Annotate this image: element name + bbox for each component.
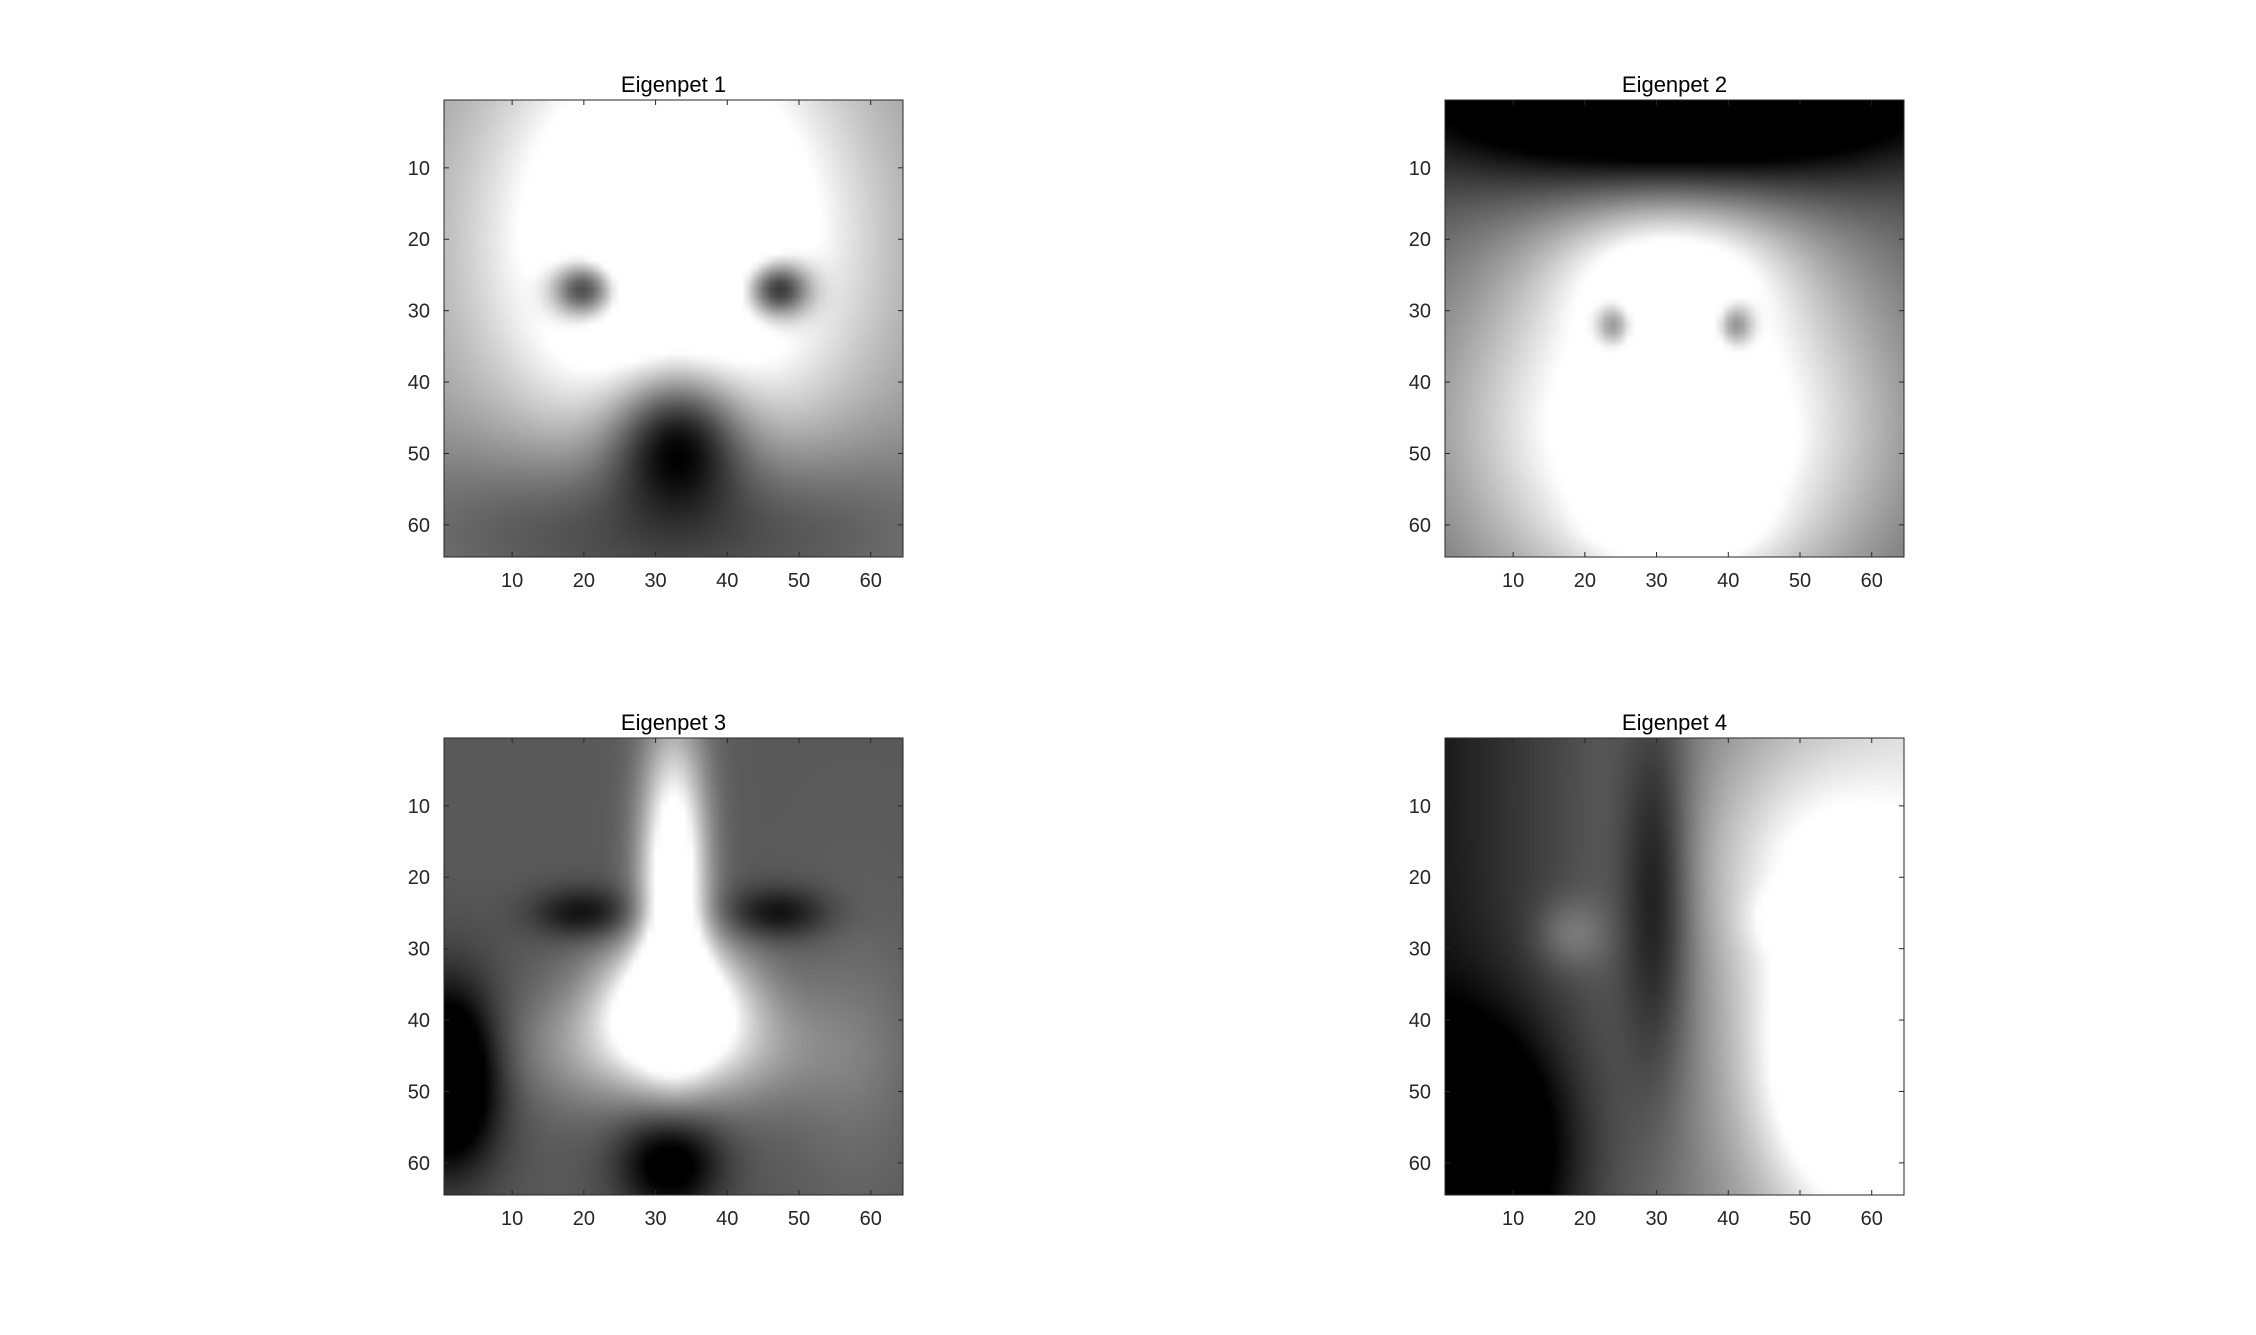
x-tick-label: 30	[1645, 1208, 1667, 1230]
x-tick-label: 30	[1645, 570, 1667, 592]
x-tick-label: 20	[1574, 570, 1596, 592]
y-tick-label: 40	[1409, 372, 1431, 394]
x-tick-label: 50	[788, 570, 810, 592]
y-tick-label: 50	[1409, 443, 1431, 465]
y-tick-label: 20	[408, 867, 430, 889]
x-tick-label: 10	[1502, 570, 1524, 592]
subplot-4: Eigenpet 4 10 20 30 40 50 60 10 20 30 40 50 60	[1409, 710, 1904, 1230]
y-tick-label: 20	[1409, 867, 1431, 889]
y-tick-label: 50	[408, 1081, 430, 1103]
x-tick-label: 40	[1717, 1208, 1739, 1230]
x-tick-label: 20	[573, 1208, 595, 1230]
y-tick-label: 10	[1409, 158, 1431, 180]
x-tick-label: 10	[501, 1208, 523, 1230]
y-tick-label: 40	[408, 1010, 430, 1032]
subplot-1: Eigenpet 1 10 20 30 40 50 60 10 20 30 40 50 60	[408, 72, 903, 592]
axes-title: Eigenpet 4	[1622, 710, 1727, 735]
y-tick-label: 40	[408, 372, 430, 394]
y-tick-label: 60	[408, 1153, 430, 1175]
axes-title: Eigenpet 3	[621, 710, 726, 735]
heatmap-image	[444, 100, 903, 557]
x-tick-label: 50	[1789, 1208, 1811, 1230]
x-tick-label: 20	[573, 570, 595, 592]
x-tick-label: 50	[1789, 570, 1811, 592]
y-tick-label: 30	[1409, 301, 1431, 323]
y-tick-label: 30	[408, 301, 430, 323]
x-tick-label: 10	[1502, 1208, 1524, 1230]
x-tick-label: 60	[1861, 570, 1883, 592]
y-tick-label: 50	[408, 443, 430, 465]
x-tick-label: 20	[1574, 1208, 1596, 1230]
x-tick-label: 40	[716, 570, 738, 592]
x-tick-label: 40	[1717, 570, 1739, 592]
y-tick-label: 20	[1409, 229, 1431, 251]
axes-title: Eigenpet 1	[621, 72, 726, 97]
subplot-3: Eigenpet 3 10 20 30 40 50 60 10 20 30 40 50 60	[408, 710, 903, 1230]
y-tick-label: 10	[1409, 796, 1431, 818]
x-tick-label: 10	[501, 570, 523, 592]
axes-title: Eigenpet 2	[1622, 72, 1727, 97]
x-tick-label: 60	[860, 1208, 882, 1230]
y-tick-label: 20	[408, 229, 430, 251]
y-tick-label: 40	[1409, 1010, 1431, 1032]
subplot-2: Eigenpet 2 10 20 30 40 50 60 10 20 30 40 50 60	[1409, 72, 1904, 592]
y-tick-label: 60	[408, 515, 430, 537]
x-tick-label: 30	[644, 570, 666, 592]
heatmap-image	[1445, 738, 1904, 1195]
y-tick-label: 10	[408, 158, 430, 180]
y-tick-label: 60	[1409, 515, 1431, 537]
x-tick-label: 50	[788, 1208, 810, 1230]
x-tick-label: 40	[716, 1208, 738, 1230]
x-tick-label: 30	[644, 1208, 666, 1230]
x-tick-label: 60	[860, 570, 882, 592]
x-tick-label: 60	[1861, 1208, 1883, 1230]
y-tick-label: 10	[408, 796, 430, 818]
y-tick-label: 30	[1409, 939, 1431, 961]
heatmap-image	[1445, 100, 1904, 557]
heatmap-image	[444, 738, 903, 1195]
y-tick-label: 60	[1409, 1153, 1431, 1175]
y-tick-label: 50	[1409, 1081, 1431, 1103]
y-tick-label: 30	[408, 939, 430, 961]
